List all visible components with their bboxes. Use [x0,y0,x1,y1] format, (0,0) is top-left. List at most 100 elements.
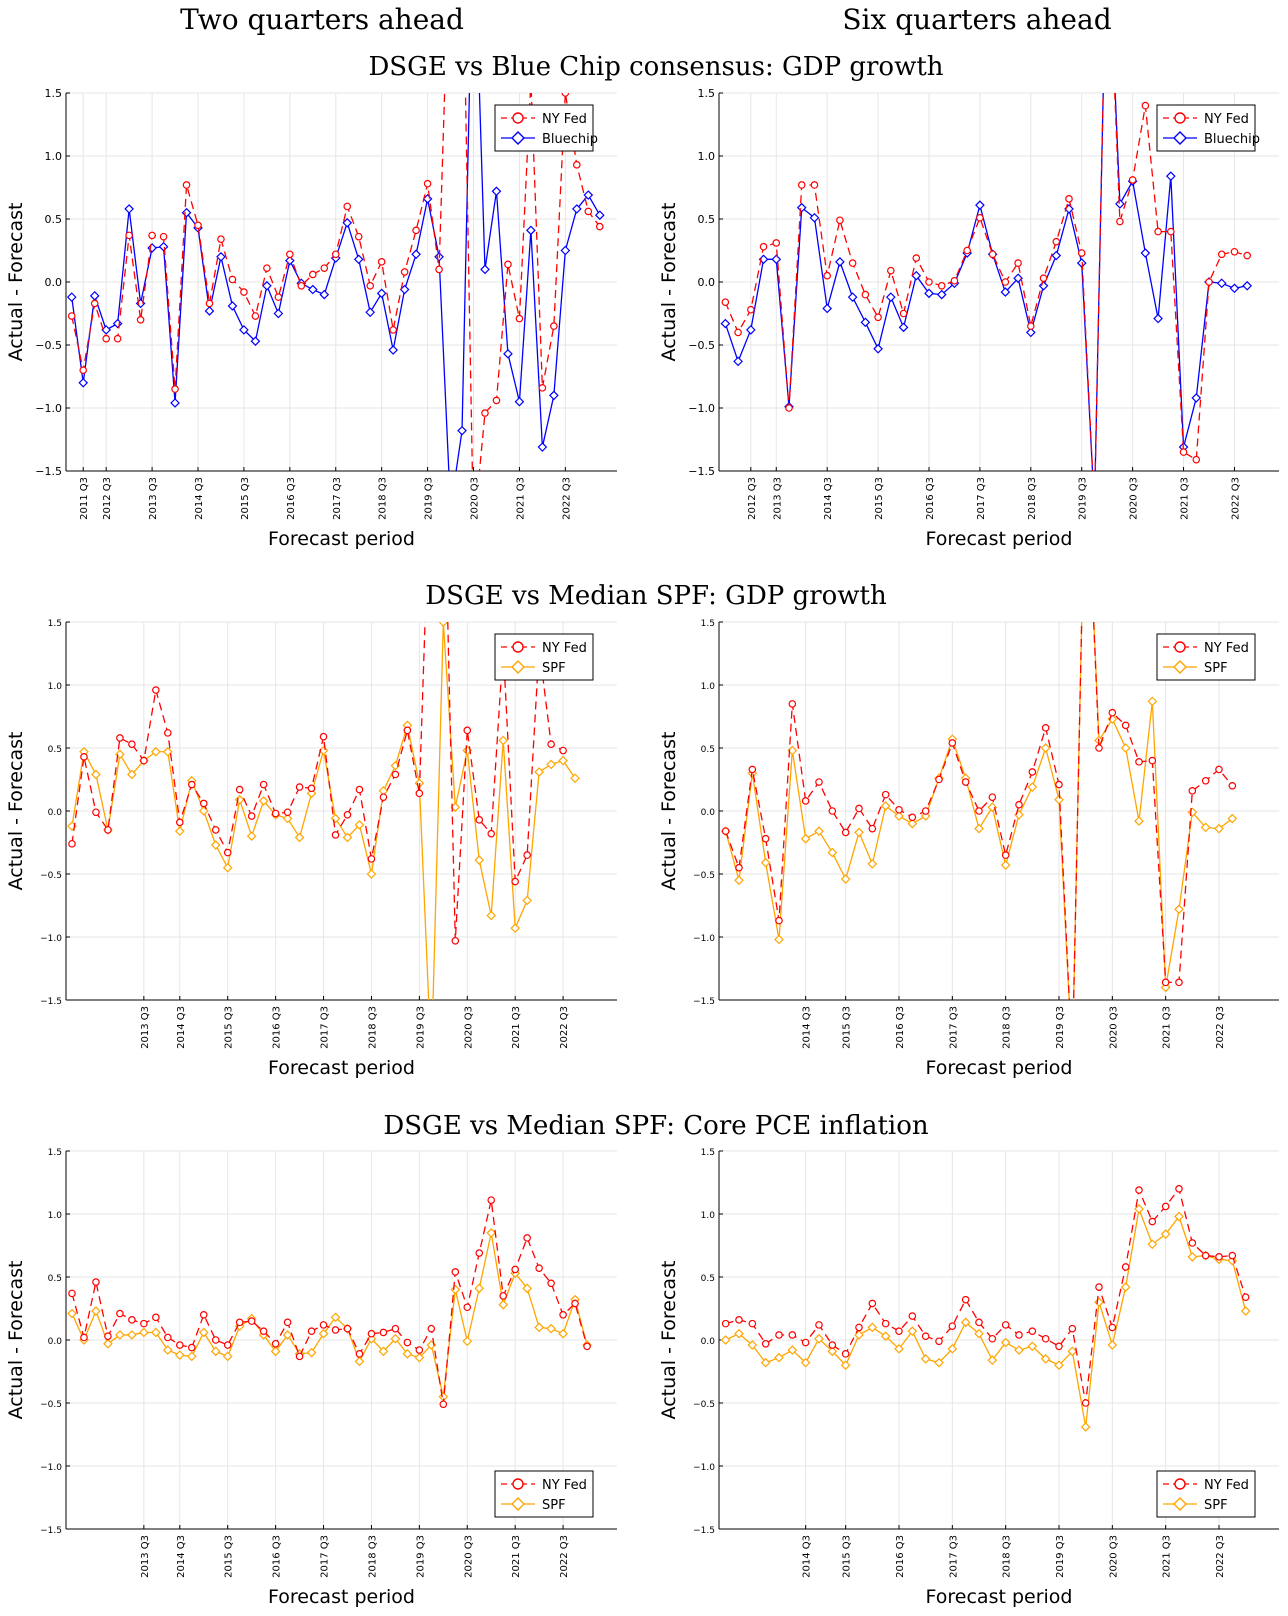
data-point [761,1339,770,1348]
data-point [571,1299,579,1308]
legend-box [494,633,594,681]
data-point [270,1346,281,1357]
data-point [1015,800,1023,809]
data-point [486,1228,497,1238]
data-point [908,1312,917,1320]
data-point [947,1343,958,1354]
data-point [721,1319,730,1328]
data-point [136,315,145,324]
data-point [747,1340,758,1350]
data-point [584,207,593,216]
data-point [175,818,184,827]
y-tick-label: −0.5 [40,871,62,881]
row-title-gdp-bluechip: DSGE vs Blue Chip consensus: GDP growth [368,52,943,82]
data-point [1081,1399,1090,1407]
data-point [748,765,757,774]
data-point [908,813,917,822]
data-point [526,225,536,236]
data-point [343,1324,352,1333]
data-point [259,1327,268,1335]
data-point [475,1249,484,1257]
x-tick-label: 2012 Q3 [747,477,758,520]
data-point [550,322,558,330]
data-point [774,934,784,945]
data-point [735,1316,743,1324]
data-point [1054,1360,1064,1371]
data-point [427,1059,435,1067]
data-point [391,770,400,779]
y-tick-label: −0.5 [693,871,715,881]
legend: NY Fed Bluechip [494,104,598,152]
data-point [801,1338,810,1347]
data-point [320,264,329,272]
data-point [921,807,930,815]
x-tick-label: 2017 Q3 [976,477,987,520]
data-point [217,235,225,243]
data-point [504,260,512,269]
legend-box [494,1470,594,1518]
data-point [1015,1331,1023,1339]
data-point [223,1341,232,1349]
data-point [828,1341,837,1349]
x-tick-label: 2019 Q3 [424,477,435,520]
data-point [1120,1282,1131,1292]
data-point [898,322,909,333]
x-tick-label: 2015 Q3 [240,477,251,520]
data-point [204,306,215,316]
data-point [841,1350,850,1358]
data-point [104,826,112,834]
data-point [974,1328,984,1339]
x-tick-label: 2020 Q3 [1129,477,1140,520]
data-point [1055,780,1063,789]
data-point [1028,1327,1037,1335]
data-point [1215,1253,1223,1261]
data-point [772,239,781,247]
data-point [186,1351,197,1362]
data-point [1014,259,1022,267]
data-point [194,221,202,230]
data-point [836,216,844,225]
data-point [1187,1251,1198,1262]
data-point [457,425,467,436]
data-point [259,780,268,789]
data-point [376,288,387,299]
data-point [570,773,580,784]
legend-marker [1173,660,1187,674]
data-point [1027,322,1035,330]
data-point [306,1347,317,1358]
data-point [247,812,256,820]
data-point [428,430,434,436]
data-point [379,793,388,801]
y-tick-label: −1.0 [40,1463,62,1473]
data-point [415,789,424,798]
data-point [1001,1321,1010,1329]
legend-label: SPF [1204,661,1228,676]
data-point [127,1330,137,1340]
x-tick-label: 2017 Q3 [332,477,343,520]
data-point [1161,978,1170,987]
data-point [222,862,233,873]
data-point [546,759,556,770]
data-point [211,1336,220,1344]
data-point [988,1334,997,1343]
data-point [558,1328,568,1339]
x-axis-label: Forecast period [268,528,415,550]
data-point [330,1312,341,1323]
data-point [535,1264,543,1272]
data-point [331,831,340,839]
data-point [510,923,521,934]
data-point [187,780,196,789]
data-point [391,1324,400,1333]
data-point [747,305,755,314]
data-point [1201,776,1210,785]
data-point [855,1323,863,1332]
data-point [734,328,742,337]
data-point [319,1321,328,1329]
data-point [463,726,472,735]
data-point [258,796,269,806]
x-tick-label: 2019 Q3 [1055,1006,1066,1049]
data-point [814,1333,824,1344]
x-tick-label: 2015 Q3 [224,1535,235,1578]
data-point [848,259,857,267]
x-tick-label: 2017 Q3 [320,1535,331,1578]
